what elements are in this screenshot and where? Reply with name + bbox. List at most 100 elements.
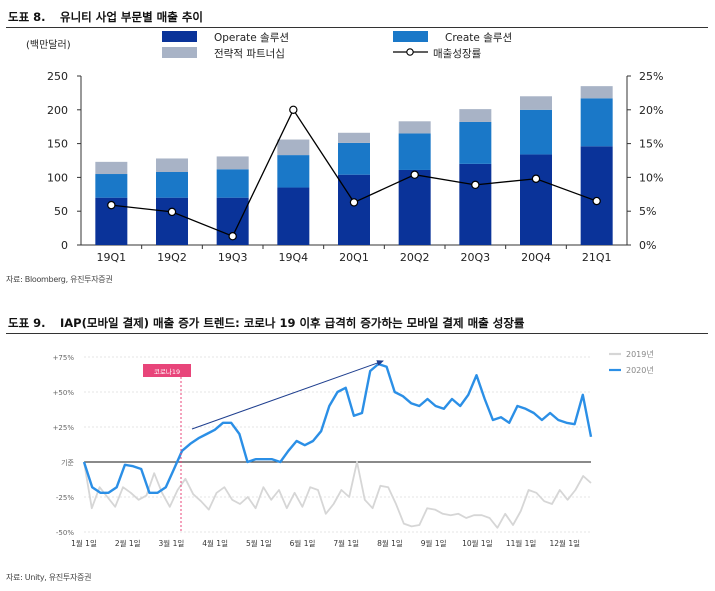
- y-tick-label: +75%: [53, 354, 75, 362]
- y-tick-label: +25%: [53, 424, 75, 432]
- y-tick-label: 150: [47, 138, 68, 151]
- bar-segment: [338, 142, 370, 175]
- legend-label-2019: 2019년: [626, 349, 654, 359]
- series-2019-line: [83, 461, 592, 529]
- chart2-legend: 2019년 2020년: [609, 349, 654, 375]
- chart2-axes: +75% +50% +25% 기준 -25% -50%1월 1일 2월 1일 3월 1일 4월 …: [53, 354, 591, 548]
- y-axis-unit-label: (백만달러): [26, 39, 71, 51]
- bar-segment: [216, 156, 249, 170]
- x-tick-label: 21Q1: [582, 251, 612, 264]
- figure8-title-text: 유니티 사업 부문별 매출 추이: [60, 10, 203, 24]
- x-tick-label: 1월 1일: [71, 538, 97, 548]
- legend-swatch-operate: [162, 31, 197, 42]
- bar-segment: [520, 96, 552, 110]
- x-tick-label: 4월 1일: [202, 538, 228, 548]
- bar-segment: [216, 169, 249, 198]
- x-tick-label: 20Q1: [339, 251, 369, 264]
- figure9-title-rule: [6, 333, 708, 334]
- bar-segment: [95, 174, 128, 198]
- y-tick-label: -50%: [56, 529, 74, 537]
- x-tick-label: 19Q4: [279, 251, 309, 264]
- y-tick-label: +50%: [53, 389, 75, 397]
- chart2-series: [82, 362, 593, 529]
- bar-segment: [459, 109, 492, 122]
- figure8-source: 자료: Bloomberg, 유진투자증권: [6, 275, 113, 284]
- chart1-growth-line: [107, 105, 601, 241]
- bar-segment: [398, 121, 431, 134]
- bar-segment: [459, 121, 492, 164]
- figure8-number: 도표 8.: [8, 10, 46, 24]
- bar-segment: [95, 161, 128, 175]
- legend-label-growth: 매출성장률: [433, 48, 482, 60]
- x-tick-label: 19Q1: [97, 251, 127, 264]
- chart1-axes: 0 50 100 150 200 250 0% 5% 10% 15% 20% 25% 19Q1 19Q2 1…: [47, 70, 663, 264]
- legend-label-2020: 2020년: [626, 365, 654, 375]
- x-tick-label: 3월 1일: [159, 538, 185, 548]
- x-tick-label: 7월 1일: [333, 538, 359, 548]
- bar-segment: [580, 146, 613, 245]
- figure9-title: 도표 9. IAP(모바일 결제) 매출 증가 트렌드: 코로나 19 이후 급격…: [8, 315, 525, 331]
- figure9-number: 도표 9.: [8, 316, 46, 330]
- legend-marker-growth: [406, 48, 414, 56]
- growth-point: [107, 200, 116, 210]
- growth-point: [167, 207, 177, 217]
- x-tick-label: 20Q3: [461, 251, 491, 264]
- growth-point: [349, 198, 359, 207]
- y-tick-label: 50: [54, 205, 68, 218]
- x-tick-label: 9월 1일: [421, 538, 447, 548]
- y-tick-label: 기준: [61, 458, 74, 467]
- chart1-legend: Operate 솔루션 Create 솔루션 전략적 파트너십 매출성장률: [162, 31, 512, 60]
- y2-tick-label: 20%: [639, 104, 663, 117]
- growth-point: [410, 170, 419, 179]
- chart1-bars: [95, 86, 613, 245]
- y2-tick-label: 15%: [639, 138, 663, 151]
- x-tick-label: 12월 1일: [550, 538, 581, 548]
- bar-segment: [580, 86, 613, 99]
- growth-point: [592, 196, 601, 206]
- x-tick-label: 2월 1일: [115, 538, 141, 548]
- growth-point: [471, 180, 480, 190]
- x-tick-label: 5월 1일: [246, 538, 272, 548]
- figure8-title-rule: [6, 27, 708, 28]
- legend-label-partner: 전략적 파트너십: [214, 48, 285, 60]
- legend-label-create: Create 솔루션: [445, 32, 512, 44]
- x-tick-label: 20Q4: [521, 251, 551, 264]
- x-tick-label: 6월 1일: [290, 538, 316, 548]
- y-tick-label: 200: [47, 104, 68, 117]
- bar-segment: [156, 197, 188, 245]
- bar-segment: [156, 171, 188, 198]
- series-2020-line: [82, 362, 593, 495]
- trend-arrow: [191, 360, 384, 430]
- bar-segment: [520, 154, 552, 245]
- bar-segment: [520, 109, 552, 155]
- x-tick-label: 19Q3: [218, 251, 248, 264]
- bar-segment: [277, 187, 310, 245]
- x-tick-label: 19Q2: [157, 251, 187, 264]
- revenue-by-segment-chart: (백만달러) Operate 솔루션 Create 솔루션 전략적 파트너십 매…: [26, 31, 663, 264]
- x-tick-label: 8월 1일: [377, 538, 403, 548]
- y2-tick-label: 25%: [639, 70, 663, 83]
- growth-point: [289, 105, 298, 115]
- x-tick-label: 11월 1일: [506, 538, 537, 548]
- legend-swatch-partner: [162, 47, 197, 58]
- x-tick-label: 20Q2: [400, 251, 430, 264]
- figure8-title: 도표 8. 유니티 사업 부문별 매출 추이: [8, 9, 203, 25]
- figure9-source: 자료: Unity, 유진투자증권: [6, 573, 92, 582]
- legend-label-operate: Operate 솔루션: [214, 32, 289, 44]
- y-tick-label: 0: [61, 239, 68, 252]
- x-tick-label: 10월 1일: [462, 538, 493, 548]
- y-tick-label: -25%: [56, 494, 74, 502]
- y-tick-label: 100: [47, 171, 68, 184]
- bar-segment: [338, 132, 370, 143]
- bar-segment: [459, 163, 492, 245]
- figure9-title-text: IAP(모바일 결제) 매출 증가 트렌드: 코로나 19 이후 급격히 증가하…: [60, 316, 525, 330]
- bar-segment: [398, 169, 431, 245]
- bar-segment: [398, 133, 431, 170]
- y2-tick-label: 10%: [639, 171, 663, 184]
- bar-segment: [277, 139, 310, 156]
- growth-point: [228, 232, 237, 241]
- covid-label: 코로나19: [154, 367, 180, 376]
- y-tick-label: 250: [47, 70, 68, 83]
- covid-annotation: 코로나19: [143, 364, 191, 533]
- covid-label-box: [143, 364, 191, 377]
